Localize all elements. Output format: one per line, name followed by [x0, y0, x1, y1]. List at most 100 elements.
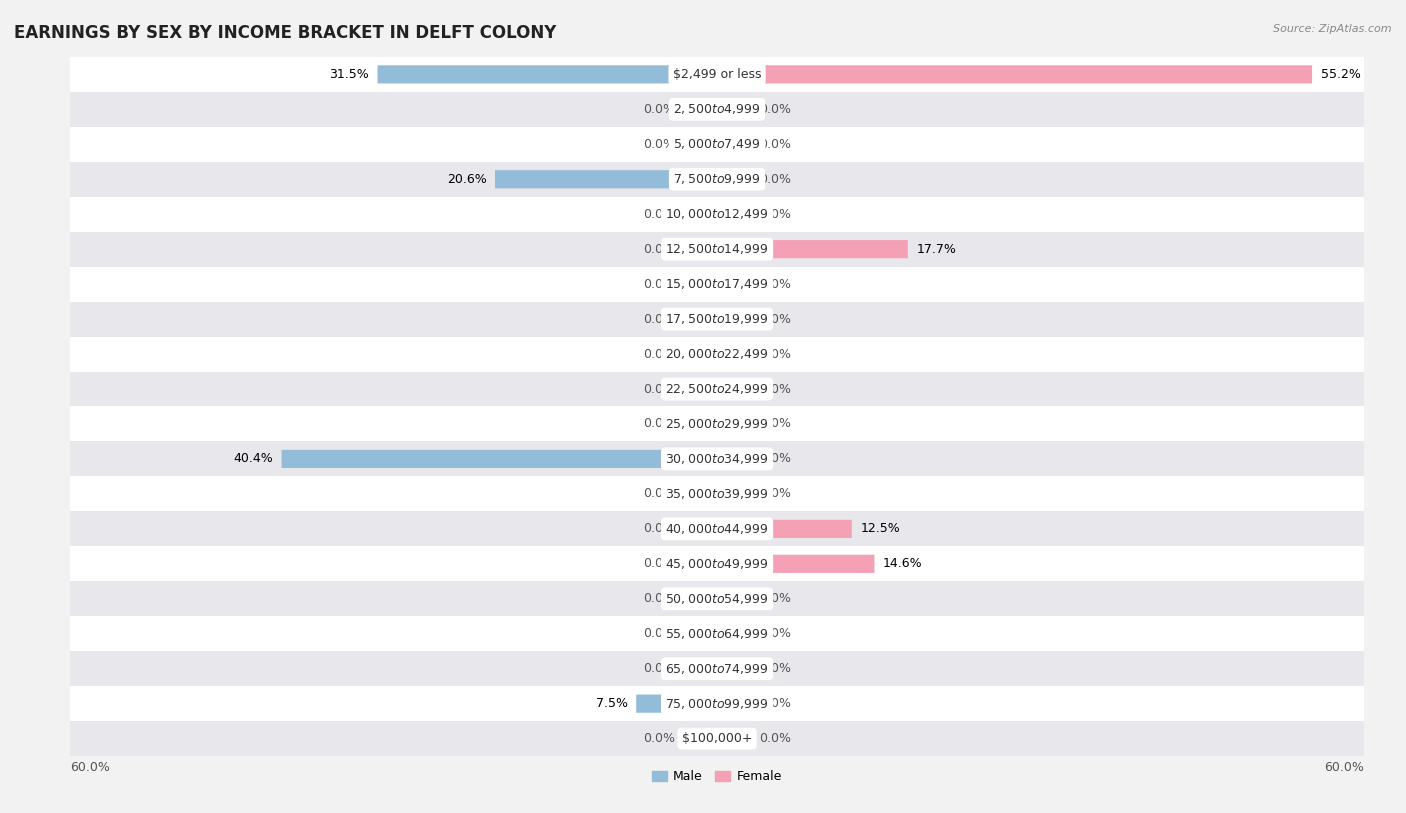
Text: $65,000 to $74,999: $65,000 to $74,999: [665, 662, 769, 676]
FancyBboxPatch shape: [717, 310, 755, 328]
Text: $50,000 to $54,999: $50,000 to $54,999: [665, 592, 769, 606]
Text: $40,000 to $44,999: $40,000 to $44,999: [665, 522, 769, 536]
Text: $7,500 to $9,999: $7,500 to $9,999: [673, 172, 761, 186]
Text: 0.0%: 0.0%: [643, 383, 675, 395]
FancyBboxPatch shape: [679, 135, 717, 154]
Text: 0.0%: 0.0%: [643, 138, 675, 150]
Text: 17.7%: 17.7%: [917, 243, 956, 255]
Text: 0.0%: 0.0%: [643, 348, 675, 360]
Text: 0.0%: 0.0%: [643, 663, 675, 675]
Text: $2,499 or less: $2,499 or less: [673, 68, 761, 80]
Text: 0.0%: 0.0%: [643, 523, 675, 535]
FancyBboxPatch shape: [717, 240, 908, 259]
Text: $35,000 to $39,999: $35,000 to $39,999: [665, 487, 769, 501]
Bar: [70, 302, 1364, 337]
Text: 0.0%: 0.0%: [643, 103, 675, 115]
Bar: [70, 441, 1364, 476]
Text: 60.0%: 60.0%: [1324, 761, 1364, 774]
Text: 0.0%: 0.0%: [643, 208, 675, 220]
Text: 0.0%: 0.0%: [759, 488, 792, 500]
Text: $100,000+: $100,000+: [682, 733, 752, 745]
Text: 0.0%: 0.0%: [643, 628, 675, 640]
FancyBboxPatch shape: [717, 345, 755, 363]
Text: 0.0%: 0.0%: [643, 733, 675, 745]
FancyBboxPatch shape: [679, 380, 717, 398]
Text: Source: ZipAtlas.com: Source: ZipAtlas.com: [1274, 24, 1392, 34]
FancyBboxPatch shape: [717, 170, 755, 189]
FancyBboxPatch shape: [679, 345, 717, 363]
FancyBboxPatch shape: [679, 729, 717, 748]
FancyBboxPatch shape: [717, 415, 755, 433]
Text: 0.0%: 0.0%: [643, 278, 675, 290]
Text: $5,000 to $7,499: $5,000 to $7,499: [673, 137, 761, 151]
Bar: [70, 511, 1364, 546]
FancyBboxPatch shape: [717, 659, 755, 678]
Text: 0.0%: 0.0%: [643, 313, 675, 325]
Bar: [70, 686, 1364, 721]
Text: 31.5%: 31.5%: [329, 68, 368, 80]
FancyBboxPatch shape: [679, 205, 717, 224]
Bar: [70, 127, 1364, 162]
FancyBboxPatch shape: [717, 694, 755, 713]
FancyBboxPatch shape: [717, 554, 875, 573]
Text: EARNINGS BY SEX BY INCOME BRACKET IN DELFT COLONY: EARNINGS BY SEX BY INCOME BRACKET IN DEL…: [14, 24, 557, 42]
Text: 0.0%: 0.0%: [759, 173, 792, 185]
FancyBboxPatch shape: [679, 240, 717, 259]
Text: 0.0%: 0.0%: [643, 243, 675, 255]
Text: 60.0%: 60.0%: [70, 761, 110, 774]
Text: 0.0%: 0.0%: [759, 698, 792, 710]
FancyBboxPatch shape: [679, 659, 717, 678]
Text: $25,000 to $29,999: $25,000 to $29,999: [665, 417, 769, 431]
FancyBboxPatch shape: [679, 485, 717, 503]
FancyBboxPatch shape: [717, 135, 755, 154]
FancyBboxPatch shape: [679, 520, 717, 538]
Bar: [70, 651, 1364, 686]
Text: 7.5%: 7.5%: [596, 698, 627, 710]
FancyBboxPatch shape: [679, 624, 717, 643]
FancyBboxPatch shape: [717, 380, 755, 398]
Text: 0.0%: 0.0%: [643, 593, 675, 605]
Text: $45,000 to $49,999: $45,000 to $49,999: [665, 557, 769, 571]
Text: 0.0%: 0.0%: [759, 348, 792, 360]
FancyBboxPatch shape: [717, 205, 755, 224]
Bar: [70, 546, 1364, 581]
FancyBboxPatch shape: [679, 100, 717, 119]
Text: 12.5%: 12.5%: [860, 523, 900, 535]
Text: 0.0%: 0.0%: [759, 418, 792, 430]
FancyBboxPatch shape: [717, 485, 755, 503]
FancyBboxPatch shape: [717, 729, 755, 748]
Text: 0.0%: 0.0%: [643, 558, 675, 570]
Bar: [70, 372, 1364, 406]
FancyBboxPatch shape: [636, 694, 717, 713]
Text: 20.6%: 20.6%: [447, 173, 486, 185]
FancyBboxPatch shape: [717, 100, 755, 119]
Legend: Male, Female: Male, Female: [647, 765, 787, 789]
Bar: [70, 57, 1364, 92]
Text: 0.0%: 0.0%: [759, 208, 792, 220]
FancyBboxPatch shape: [717, 624, 755, 643]
FancyBboxPatch shape: [717, 65, 1312, 84]
Bar: [70, 476, 1364, 511]
Bar: [70, 406, 1364, 441]
FancyBboxPatch shape: [679, 589, 717, 608]
Text: 0.0%: 0.0%: [759, 733, 792, 745]
Text: $17,500 to $19,999: $17,500 to $19,999: [665, 312, 769, 326]
Text: $10,000 to $12,499: $10,000 to $12,499: [665, 207, 769, 221]
FancyBboxPatch shape: [679, 310, 717, 328]
Bar: [70, 267, 1364, 302]
Bar: [70, 162, 1364, 197]
Text: 0.0%: 0.0%: [643, 488, 675, 500]
Text: $12,500 to $14,999: $12,500 to $14,999: [665, 242, 769, 256]
Text: $30,000 to $34,999: $30,000 to $34,999: [665, 452, 769, 466]
FancyBboxPatch shape: [495, 170, 717, 189]
Text: 55.2%: 55.2%: [1320, 68, 1361, 80]
Text: 0.0%: 0.0%: [759, 103, 792, 115]
Text: 0.0%: 0.0%: [759, 663, 792, 675]
Text: 14.6%: 14.6%: [883, 558, 922, 570]
FancyBboxPatch shape: [717, 450, 755, 468]
Bar: [70, 92, 1364, 127]
Text: $75,000 to $99,999: $75,000 to $99,999: [665, 697, 769, 711]
Text: 0.0%: 0.0%: [643, 418, 675, 430]
Text: 0.0%: 0.0%: [759, 593, 792, 605]
Text: $2,500 to $4,999: $2,500 to $4,999: [673, 102, 761, 116]
